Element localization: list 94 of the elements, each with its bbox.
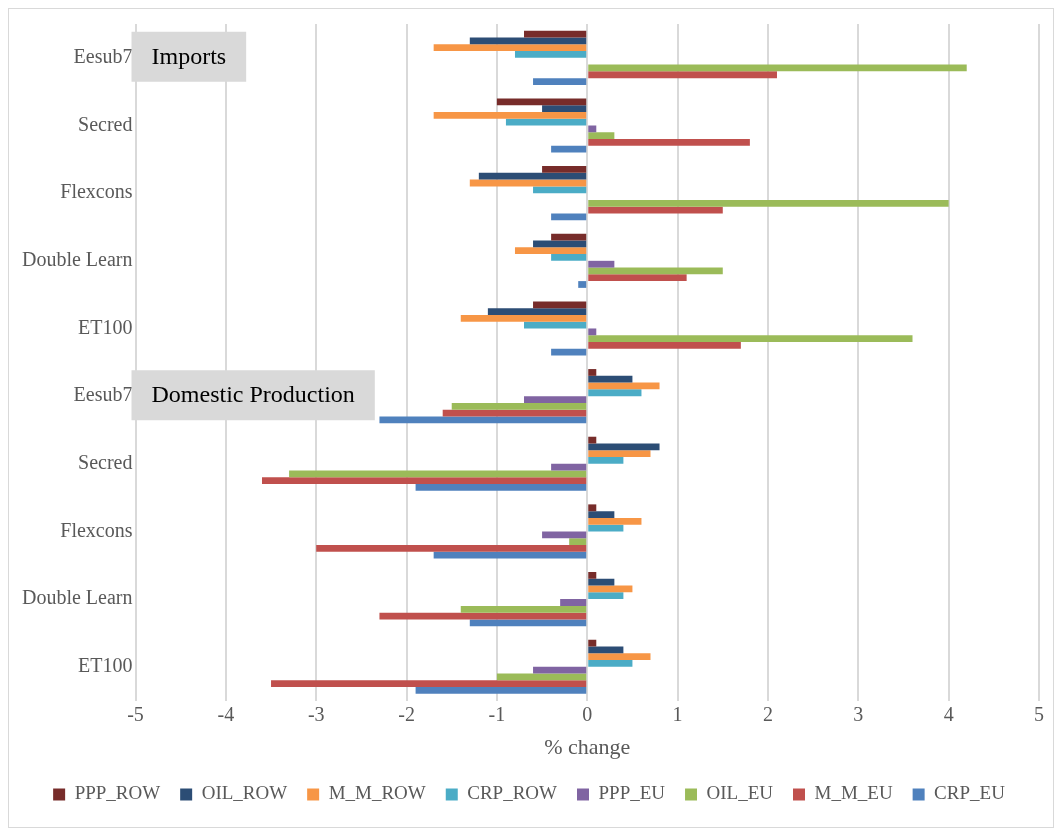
bar [588, 450, 651, 458]
bar [588, 646, 624, 654]
bar [533, 666, 587, 674]
x-tick-label: -4 [217, 702, 235, 725]
bar [316, 544, 587, 552]
bar [588, 328, 597, 336]
y-tick-label: ET100 [78, 654, 133, 677]
bar [551, 233, 587, 241]
bar [451, 402, 587, 410]
bar [588, 572, 597, 579]
legend-label: OIL_ROW [201, 782, 288, 804]
bar [588, 375, 633, 383]
bar [533, 78, 587, 85]
bar [588, 443, 660, 451]
bar [415, 687, 587, 694]
bar [533, 186, 587, 194]
bar [588, 504, 597, 512]
bar [560, 599, 587, 606]
bar [533, 301, 587, 309]
legend-label: M_M_EU [814, 782, 893, 804]
bar [588, 369, 597, 376]
bar [588, 274, 687, 282]
bar [433, 44, 587, 52]
x-tick-label: -2 [398, 702, 415, 725]
y-tick-label: Eesub7 [73, 383, 133, 406]
bar [271, 680, 587, 688]
x-tick-label: -5 [127, 702, 144, 725]
y-tick-label: Double Learn [21, 248, 133, 271]
bar [433, 551, 587, 559]
bar [542, 166, 587, 173]
legend-label: PPP_ROW [74, 782, 161, 804]
bar [469, 619, 587, 627]
annotation: Domestic Production [151, 381, 355, 408]
bar [588, 382, 660, 390]
bar [569, 538, 587, 545]
bar [262, 477, 587, 485]
x-tick-label: -3 [307, 702, 325, 725]
bar [588, 511, 615, 518]
bar [460, 605, 587, 613]
legend-label: CRP_EU [934, 782, 1006, 804]
bar [379, 416, 587, 424]
x-tick-label: 3 [853, 702, 864, 725]
bar [542, 531, 587, 539]
bar [588, 139, 750, 146]
bar [524, 396, 587, 403]
legend-label: PPP_EU [598, 782, 666, 804]
bar [478, 172, 587, 180]
bar [551, 463, 587, 471]
x-axis-title: % change [544, 733, 631, 759]
y-tick-label: Secred [78, 451, 133, 474]
legend-label: OIL_EU [706, 782, 774, 804]
y-tick-label: Double Learn [21, 586, 133, 609]
legend-label: M_M_ROW [328, 782, 426, 804]
bar [487, 308, 587, 315]
x-tick-label: 4 [943, 702, 954, 725]
bar [460, 314, 587, 322]
bar [415, 484, 587, 491]
bar [588, 389, 642, 397]
bar [551, 348, 587, 356]
y-tick-label: Flexcons [60, 518, 133, 541]
bar [588, 342, 741, 349]
bar [542, 105, 587, 112]
bar [588, 653, 651, 660]
bar [433, 111, 587, 119]
bar [588, 260, 615, 268]
y-tick-label: Secred [78, 112, 133, 135]
bar [588, 132, 615, 140]
x-tick-label: 5 [1034, 702, 1044, 725]
x-tick-label: -1 [488, 702, 506, 725]
bar [588, 592, 624, 600]
bar [588, 578, 615, 586]
bar [588, 71, 777, 79]
bar [496, 98, 587, 106]
bar [578, 281, 587, 288]
x-tick-label: 0 [582, 702, 593, 725]
bar [588, 199, 949, 207]
bar [551, 145, 587, 153]
legend-label: CRP_ROW [467, 782, 558, 804]
bar [514, 247, 587, 255]
bar [514, 51, 587, 58]
x-tick-label: 2 [762, 702, 773, 725]
y-tick-label: Flexcons [60, 180, 133, 203]
bar [588, 125, 597, 133]
x-tick-label: 1 [672, 702, 683, 725]
bar [551, 254, 587, 261]
bar [588, 517, 642, 525]
bar [551, 213, 587, 221]
y-tick-label: Eesub7 [73, 45, 133, 68]
y-tick-label: ET100 [78, 315, 133, 338]
annotation: Imports [151, 43, 227, 70]
bar [524, 30, 587, 38]
bar [588, 335, 913, 342]
bar [588, 457, 624, 464]
bar [588, 660, 633, 667]
